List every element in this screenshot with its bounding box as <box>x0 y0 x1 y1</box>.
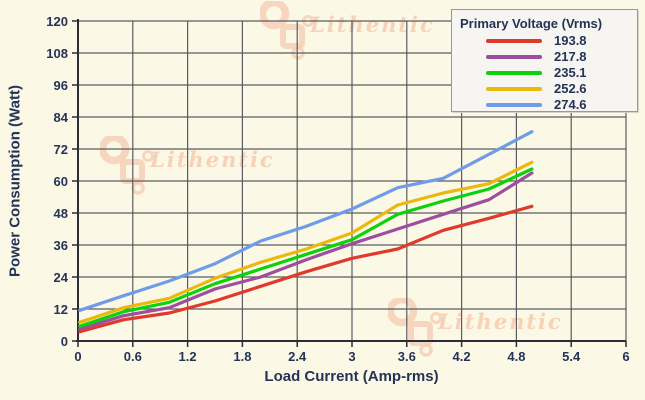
x-tick-label: 4.2 <box>453 349 471 364</box>
series-line-274.6 <box>78 130 534 312</box>
legend-entry: 274.6 <box>460 97 637 112</box>
legend-swatch-line <box>486 102 542 107</box>
watermark: Lithentic <box>386 295 561 363</box>
legend-entry: 217.8 <box>460 49 637 64</box>
y-tick-label: 0 <box>61 334 68 349</box>
legend-title: Primary Voltage (Vrms) <box>460 16 603 31</box>
watermark-text: Lithentic <box>438 309 563 334</box>
x-tick-label: 5.4 <box>562 349 581 364</box>
y-tick-label: 12 <box>54 302 68 317</box>
legend-swatch-line <box>486 70 542 75</box>
x-tick-label: 3 <box>348 349 355 364</box>
x-tick-label: 1.8 <box>233 349 251 364</box>
legend-swatch-line <box>486 54 542 59</box>
watermark: Lithentic <box>258 0 433 66</box>
legend-entry-label: 274.6 <box>554 97 587 112</box>
x-axis-title: Load Current (Amp-rms) <box>264 368 439 385</box>
watermark-text: Lithentic <box>310 12 435 37</box>
legend-rows: 193.8 217.8 235.1 252.6 274.6 <box>460 33 637 112</box>
legend-entry-label: 193.8 <box>554 33 587 48</box>
y-tick-label: 120 <box>46 14 68 29</box>
y-tick-label: 36 <box>54 238 68 253</box>
y-axis-title: Power Consumption (Watt) <box>6 85 24 277</box>
legend-swatch-line <box>486 86 542 91</box>
legend-entry: 235.1 <box>460 65 637 80</box>
x-tick-label: 6 <box>622 349 629 364</box>
lithentic-logo-icon <box>386 295 442 357</box>
legend-entry-label: 217.8 <box>554 49 587 64</box>
legend-entry-label: 235.1 <box>554 65 587 80</box>
legend-box: Primary Voltage (Vrms) 193.8 217.8 235.1 25… <box>451 9 638 112</box>
series-line-252.6 <box>78 160 534 324</box>
legend-swatch-line <box>486 38 542 43</box>
y-tick-label: 48 <box>54 206 68 221</box>
y-tick-label: 24 <box>54 270 69 285</box>
series-line-235.1 <box>78 167 534 328</box>
x-tick-label: 1.2 <box>179 349 197 364</box>
y-tick-label: 72 <box>54 142 68 157</box>
x-tick-label: 4.8 <box>507 349 525 364</box>
series-line-193.8 <box>78 204 534 334</box>
x-tick-label: 0.6 <box>124 349 142 364</box>
legend-entry: 193.8 <box>460 33 637 48</box>
y-tick-label: 96 <box>54 78 68 93</box>
x-tick-label: 3.6 <box>398 349 416 364</box>
y-tick-label: 108 <box>46 46 68 61</box>
watermark-text: Lithentic <box>150 147 275 172</box>
legend-entry-label: 252.6 <box>554 81 587 96</box>
series-line-217.8 <box>78 171 534 331</box>
y-tick-label: 84 <box>54 110 69 125</box>
legend-entry: 252.6 <box>460 81 637 96</box>
y-tick-label: 60 <box>54 174 68 189</box>
x-tick-label: 0 <box>74 349 81 364</box>
x-tick-label: 2.4 <box>288 349 307 364</box>
